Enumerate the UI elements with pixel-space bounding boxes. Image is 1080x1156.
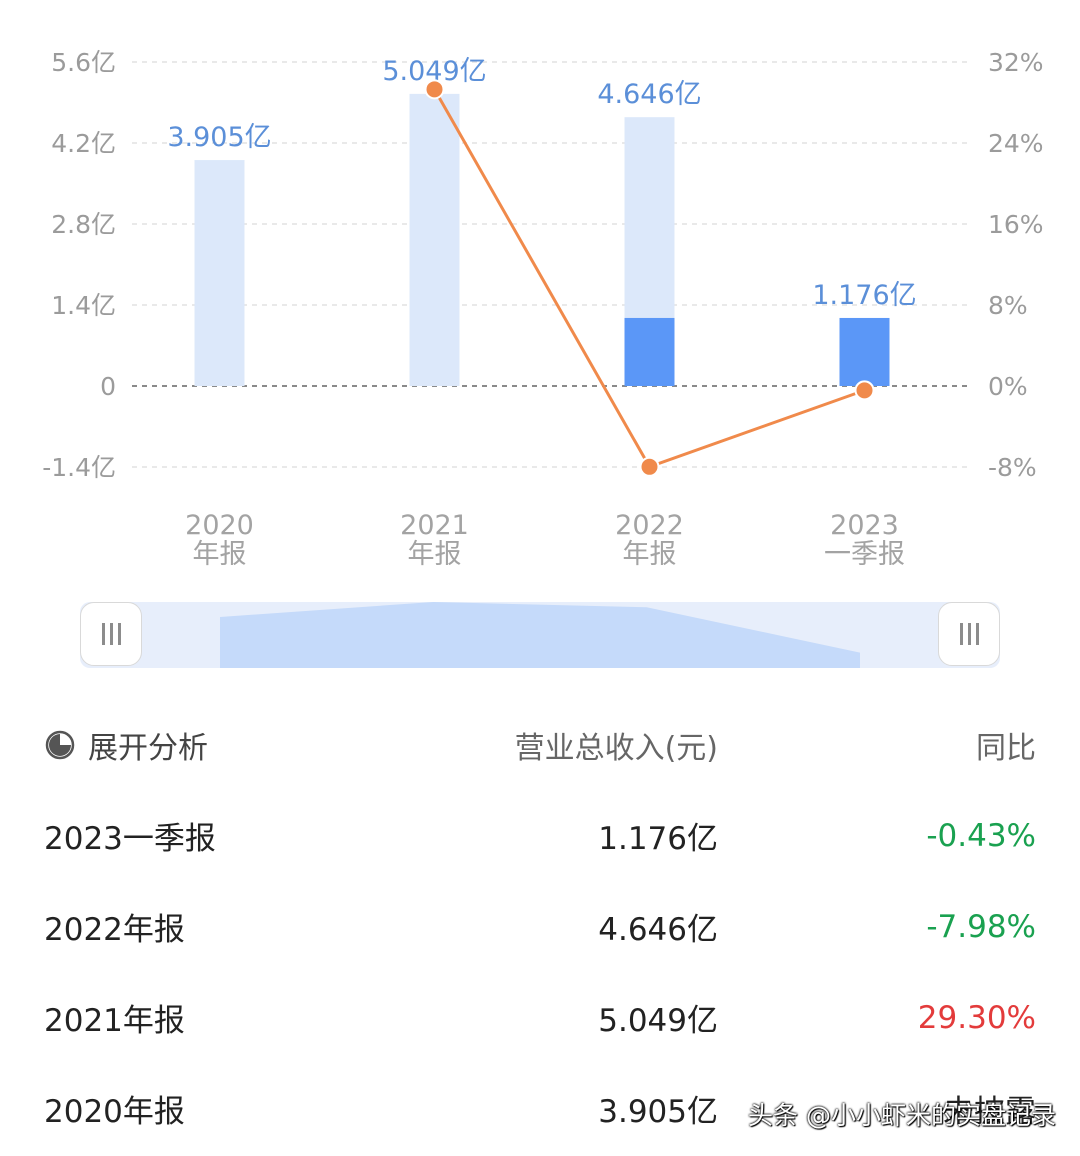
table-row[interactable]: 2023一季报 1.176亿 -0.43% [0,790,1080,881]
right-axis-tick-label: 24% [988,129,1044,158]
table-row[interactable]: 2021年报 5.049亿 29.30% [0,972,1080,1063]
yoy-point [424,79,445,100]
left-axis-tick-label: 5.6亿 [51,48,116,77]
grip-icon [959,623,979,645]
bar [194,160,245,386]
slider-track[interactable] [80,602,1000,668]
table-row[interactable]: 2020年报 3.905亿 未披露 [0,1063,1080,1154]
row-revenue: 5.049亿 [598,1003,718,1039]
row-yoy: -7.98% [926,908,1036,945]
category-label: 2021 [400,510,469,541]
slider-left-handle[interactable] [80,602,142,666]
bar-data-label: 4.646亿 [597,79,701,110]
yoy-point [854,380,875,401]
left-axis-tick-label: 1.4亿 [51,291,116,320]
category-sublabel: 年报 [623,539,677,570]
category-sublabel: 年报 [193,539,247,570]
left-axis-tick-label: 4.2亿 [51,129,116,158]
pie-chart-icon [45,730,75,760]
watermark: 头条 @小小虾米的实盘记录 [748,1101,1056,1130]
table-header: 展开分析 营业总收入(元) 同比 [0,700,1080,790]
left-axis-tick-label: 0 [100,372,116,401]
bar-data-label: 3.905亿 [167,122,271,153]
row-yoy: -0.43% [926,817,1036,854]
expand-analysis-label: 展开分析 [88,731,208,766]
right-axis-tick-label: 8% [988,291,1028,320]
yoy-point [639,456,660,477]
left-axis-tick-label: 2.8亿 [51,210,116,239]
table-row[interactable]: 2022年报 4.646亿 -7.98% [0,881,1080,972]
grip-icon [101,623,121,645]
column-header-yoy: 同比 [976,731,1036,766]
category-label: 2020 [185,510,254,541]
right-axis-tick-label: 32% [988,48,1044,77]
right-axis-tick-label: -8% [988,453,1037,482]
left-axis-tick-label: -1.4亿 [42,453,116,482]
bar-highlight [624,317,675,386]
row-period: 2021年报 [44,1003,185,1039]
revenue-table: 展开分析 营业总收入(元) 同比 2023一季报 1.176亿 -0.43% 2022… [0,700,1080,1154]
row-period: 2023一季报 [44,821,216,857]
row-revenue: 3.905亿 [598,1094,718,1130]
chart-svg: 5.6亿 4.2亿 2.8亿 1.4亿 0 -1.4亿 32% 24% 16% 8% 0% -8% 3.… [42,48,1044,570]
row-yoy: 未披露 [943,1094,1036,1130]
category-label: 2023 [830,510,899,541]
bar [409,93,460,387]
row-revenue: 1.176亿 [598,821,718,857]
expand-analysis-button[interactable]: 展开分析 [44,700,208,790]
right-axis-tick-label: 16% [988,210,1044,239]
revenue-chart: 5.6亿 4.2亿 2.8亿 1.4亿 0 -1.4亿 32% 24% 16% 8% 0% -8% 3.… [42,48,1044,570]
slider-right-handle[interactable] [938,602,1000,666]
range-slider[interactable] [80,602,1000,668]
bar-highlight [839,317,890,386]
row-period: 2020年报 [44,1094,185,1130]
overview-area [220,602,860,668]
bar-data-label: 1.176亿 [812,280,916,311]
category-label: 2022 [615,510,684,541]
row-yoy: 29.30% [917,999,1036,1036]
row-period: 2022年报 [44,912,185,948]
category-sublabel: 一季报 [824,539,905,570]
right-axis-tick-label: 0% [988,372,1028,401]
category-sublabel: 年报 [408,539,462,570]
row-revenue: 4.646亿 [598,912,718,948]
slider-overview-area [220,602,860,668]
column-header-revenue: 营业总收入(元) [514,731,718,766]
